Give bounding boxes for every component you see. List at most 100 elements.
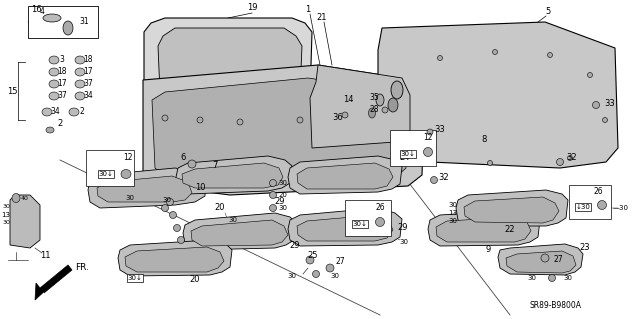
Bar [345, 200, 391, 236]
Ellipse shape [237, 119, 243, 125]
Ellipse shape [568, 155, 573, 160]
Text: 30: 30 [2, 220, 10, 226]
Text: 30: 30 [163, 197, 172, 203]
Ellipse shape [488, 160, 493, 166]
Text: 13: 13 [449, 210, 458, 216]
Text: FR.: FR. [75, 263, 89, 272]
Ellipse shape [431, 176, 438, 183]
Ellipse shape [188, 160, 196, 168]
Polygon shape [297, 215, 393, 241]
Ellipse shape [598, 201, 607, 210]
Text: ↓30: ↓30 [575, 204, 591, 210]
Ellipse shape [63, 21, 73, 35]
Text: 9: 9 [485, 246, 491, 255]
Ellipse shape [197, 117, 203, 123]
Text: 30: 30 [125, 195, 134, 201]
Ellipse shape [438, 56, 442, 61]
Text: 33: 33 [605, 99, 616, 108]
Ellipse shape [326, 264, 334, 272]
Text: 10: 10 [195, 183, 205, 192]
Ellipse shape [376, 94, 384, 106]
Text: 33: 33 [435, 125, 445, 135]
Text: 30: 30 [449, 202, 458, 208]
Polygon shape [125, 247, 224, 272]
Polygon shape [191, 220, 288, 246]
Ellipse shape [297, 117, 303, 123]
Text: 27: 27 [335, 257, 345, 266]
Ellipse shape [493, 49, 497, 55]
Polygon shape [456, 190, 568, 226]
Ellipse shape [49, 68, 59, 76]
Text: 7: 7 [212, 160, 218, 169]
Text: 29: 29 [275, 197, 285, 206]
Text: 34: 34 [50, 108, 60, 116]
Text: 14: 14 [343, 95, 353, 105]
Bar [86, 150, 134, 186]
Text: 30↓: 30↓ [401, 151, 415, 157]
Text: 29: 29 [397, 224, 408, 233]
Polygon shape [176, 156, 292, 194]
Polygon shape [10, 195, 40, 248]
Ellipse shape [161, 204, 168, 211]
Text: 20: 20 [278, 192, 287, 198]
Text: 30: 30 [287, 273, 296, 279]
Ellipse shape [162, 115, 168, 121]
Text: 30↓: 30↓ [99, 171, 113, 177]
Polygon shape [310, 65, 410, 148]
Text: 37: 37 [83, 79, 93, 88]
Ellipse shape [427, 129, 433, 135]
Polygon shape [152, 78, 408, 183]
Ellipse shape [547, 53, 552, 57]
Bar [28, 6, 98, 38]
Text: 35: 35 [369, 93, 379, 101]
Polygon shape [143, 65, 425, 195]
Ellipse shape [46, 127, 54, 133]
Ellipse shape [424, 147, 433, 157]
Text: 30: 30 [278, 205, 287, 211]
Ellipse shape [69, 108, 79, 116]
Text: 22: 22 [505, 226, 515, 234]
Ellipse shape [557, 159, 563, 166]
Text: 20: 20 [189, 276, 200, 285]
Text: 18: 18 [83, 56, 93, 64]
Text: 2: 2 [79, 108, 84, 116]
Ellipse shape [177, 236, 184, 243]
Polygon shape [144, 18, 312, 116]
Bar [390, 130, 436, 166]
Text: 23: 23 [580, 243, 590, 253]
Text: 30: 30 [527, 275, 536, 281]
Ellipse shape [173, 225, 180, 232]
Polygon shape [288, 156, 402, 194]
Text: 2: 2 [58, 120, 63, 129]
Ellipse shape [75, 92, 85, 100]
Text: 4: 4 [40, 8, 44, 17]
Ellipse shape [382, 107, 388, 113]
Ellipse shape [12, 194, 20, 203]
Polygon shape [183, 213, 296, 250]
Text: 30: 30 [330, 273, 339, 279]
Text: 11: 11 [40, 250, 51, 259]
Text: 31: 31 [79, 18, 89, 26]
Polygon shape [182, 163, 283, 188]
Ellipse shape [49, 56, 59, 64]
Ellipse shape [170, 211, 177, 219]
Polygon shape [97, 176, 192, 202]
Text: 24: 24 [400, 152, 410, 161]
Polygon shape [118, 240, 232, 276]
Polygon shape [297, 163, 393, 189]
Text: 30↓: 30↓ [353, 221, 367, 227]
Text: 17: 17 [57, 79, 67, 88]
Ellipse shape [588, 72, 593, 78]
Text: 21: 21 [317, 13, 327, 23]
Text: 18: 18 [57, 68, 67, 77]
Text: 26: 26 [375, 204, 385, 212]
Text: 30: 30 [228, 217, 237, 223]
Polygon shape [158, 28, 302, 110]
Text: 40: 40 [21, 196, 29, 201]
Text: 12: 12 [124, 152, 132, 161]
Polygon shape [436, 217, 531, 242]
Text: 26: 26 [593, 188, 603, 197]
Ellipse shape [166, 198, 173, 205]
Text: —30: —30 [613, 205, 629, 211]
Text: 8: 8 [481, 136, 486, 145]
